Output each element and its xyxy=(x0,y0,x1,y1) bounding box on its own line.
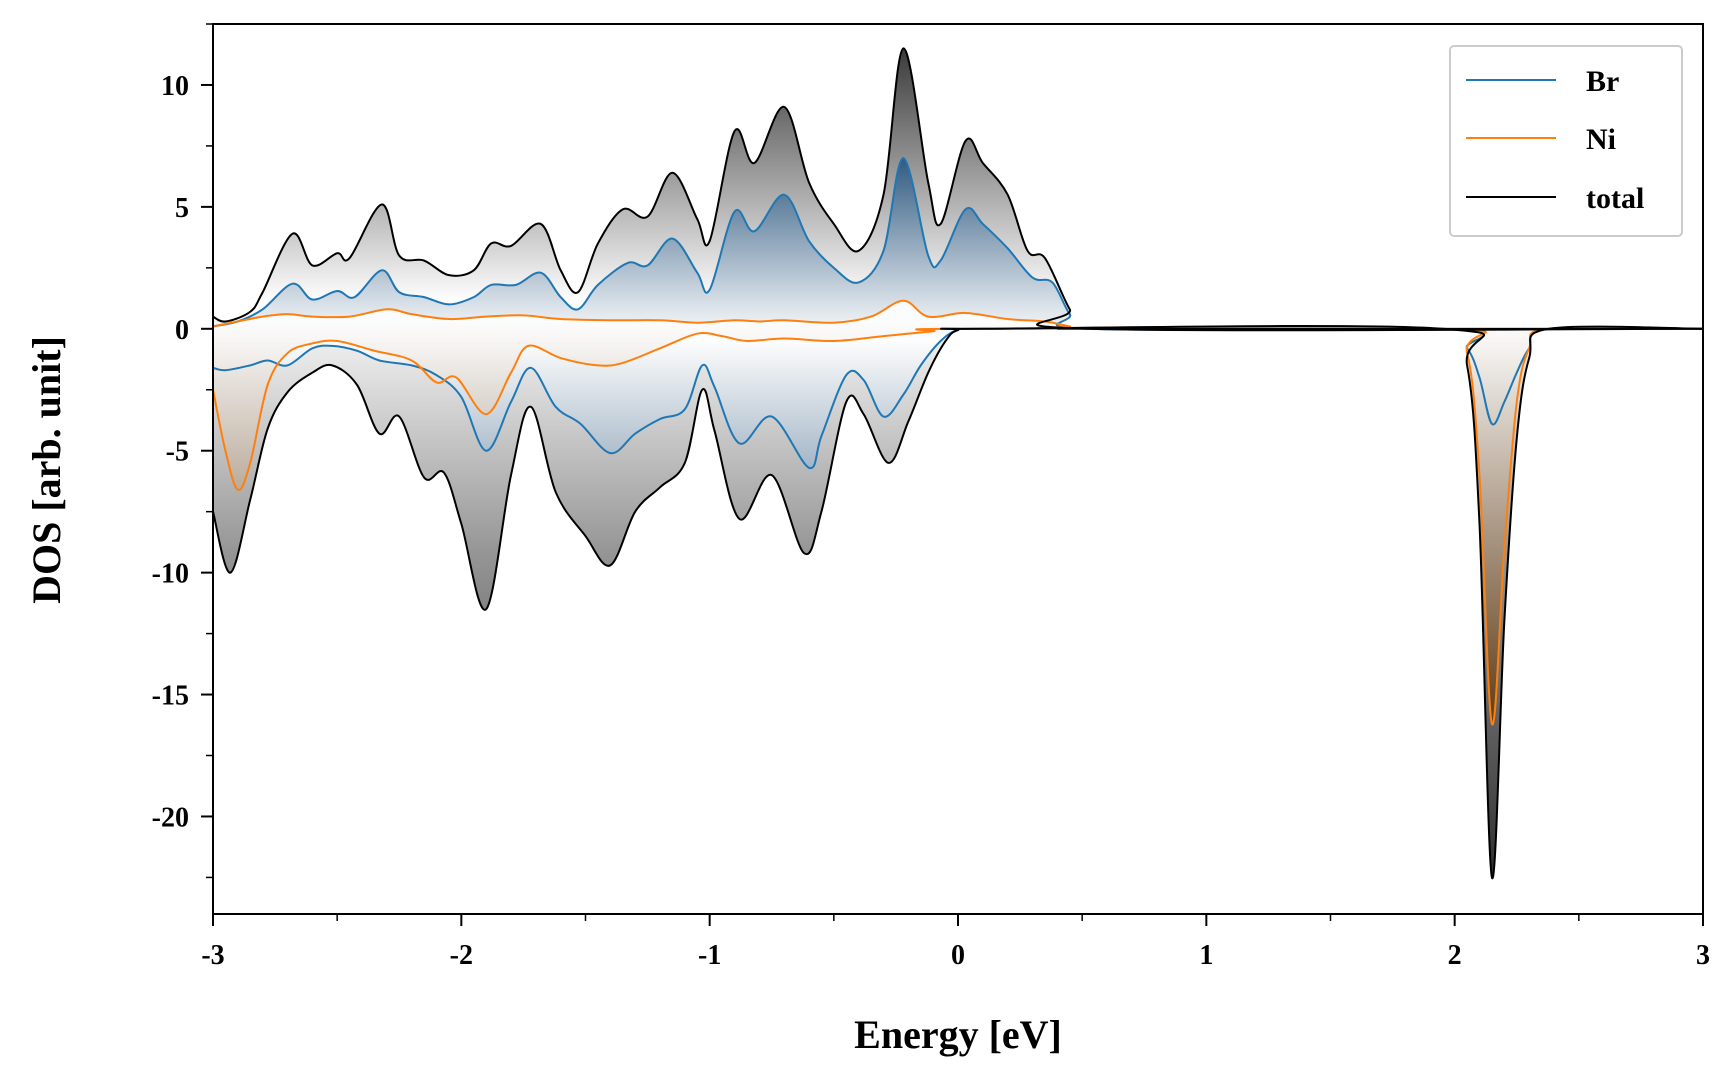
fill-total-up xyxy=(213,48,1703,331)
y-tick-label: -15 xyxy=(152,681,189,712)
y-tick-label: -10 xyxy=(152,559,189,590)
legend-label-br: Br xyxy=(1586,65,1619,98)
y-tick-label: -20 xyxy=(152,802,189,833)
legend: Br Ni total xyxy=(1449,45,1683,237)
fill-br-up xyxy=(213,158,1703,330)
x-tick-label: 3 xyxy=(1696,940,1710,971)
legend-label-total: total xyxy=(1586,182,1644,215)
line-ni-down xyxy=(213,325,1703,726)
fill-total-down xyxy=(213,326,1703,879)
y-tick-label: 0 xyxy=(175,315,189,346)
x-tick-label: 0 xyxy=(951,940,965,971)
legend-label-ni: Ni xyxy=(1586,123,1616,156)
line-br-up xyxy=(213,157,1703,331)
y-tick-label: 5 xyxy=(175,193,189,224)
x-tick-label: 1 xyxy=(1199,940,1213,971)
x-tick-label: 2 xyxy=(1448,940,1462,971)
x-axis-ticks: -3 -2 -1 0 1 2 3 xyxy=(201,914,1710,971)
x-tick-label: -2 xyxy=(450,940,473,971)
y-tick-label: -5 xyxy=(166,437,189,468)
line-total-down xyxy=(213,325,1703,880)
x-tick-label: -1 xyxy=(698,940,721,971)
dos-lines xyxy=(213,47,1703,880)
x-tick-label: -3 xyxy=(201,940,224,971)
fill-ni-up xyxy=(213,300,1703,329)
line-total-up xyxy=(213,47,1703,332)
y-tick-label: 10 xyxy=(161,71,189,102)
legend-box xyxy=(1449,45,1683,237)
x-axis-label: Energy [eV] xyxy=(854,1012,1062,1057)
y-axis-label: DOS [arb. unit] xyxy=(24,336,69,604)
y-axis-ticks: 10 5 0 -5 -10 -15 -20 xyxy=(152,23,213,879)
line-ni-up xyxy=(213,299,1703,330)
dos-fills xyxy=(213,48,1703,879)
